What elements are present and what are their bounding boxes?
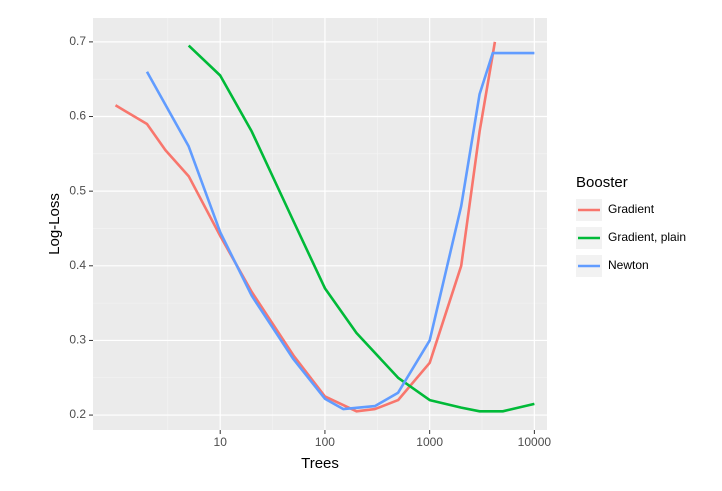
y-tick-label: 0.4	[69, 258, 86, 272]
y-tick-label: 0.2	[69, 407, 86, 421]
y-tick-label: 0.5	[69, 183, 86, 197]
x-tick-label: 1000	[416, 435, 443, 449]
legend-title: Booster	[576, 174, 628, 191]
legend-label: Gradient, plain	[608, 230, 686, 244]
series-line	[145, 51, 535, 411]
series-line	[114, 41, 497, 413]
legend-label: Newton	[608, 258, 649, 272]
y-tick-label: 0.7	[69, 34, 86, 48]
y-tick-label: 0.6	[69, 109, 86, 123]
x-tick-label: 100	[315, 435, 335, 449]
series-line	[187, 44, 535, 413]
x-tick-label: 10000	[518, 435, 552, 449]
panel	[93, 18, 547, 430]
legend-label: Gradient	[608, 202, 655, 216]
y-tick-label: 0.3	[69, 333, 86, 347]
y-axis-title: Log-Loss	[46, 193, 63, 255]
x-tick-label: 10	[214, 435, 228, 449]
x-axis-title: Trees	[301, 455, 339, 472]
